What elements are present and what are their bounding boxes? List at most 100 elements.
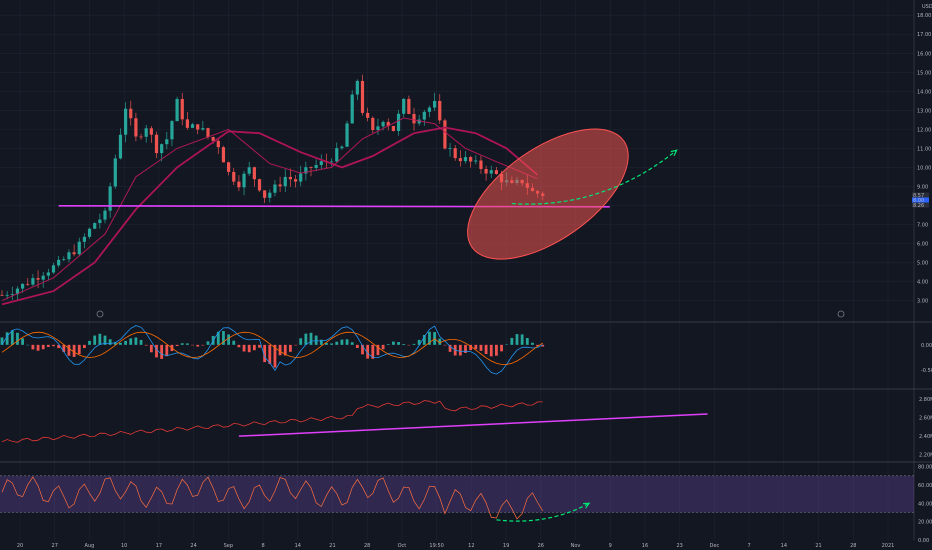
candle-body[interactable] — [57, 259, 61, 266]
candle-body[interactable] — [26, 283, 30, 285]
candle-body[interactable] — [355, 80, 359, 95]
candle-body[interactable] — [335, 148, 339, 162]
candle-body[interactable] — [438, 100, 442, 121]
candle-body[interactable] — [134, 118, 138, 137]
candle-body[interactable] — [149, 128, 153, 135]
candle-body[interactable] — [160, 144, 164, 154]
candle-body[interactable] — [453, 148, 457, 159]
candle-body[interactable] — [242, 173, 246, 188]
candle-body[interactable] — [221, 147, 226, 163]
highlight-ellipse[interactable] — [446, 103, 650, 284]
candle-body[interactable] — [417, 119, 421, 124]
candle-body[interactable] — [21, 283, 25, 289]
candle-body[interactable] — [304, 167, 308, 174]
candle-body[interactable] — [247, 167, 251, 174]
candle-body[interactable] — [489, 170, 493, 174]
candle-body[interactable] — [165, 139, 169, 145]
y-axis[interactable]: 3.00 4.00 5.00 6.00 7.00 8.00 9.00 10.00 11.00 12… — [912, 4, 932, 544]
candle-body[interactable] — [72, 252, 76, 255]
candle-body[interactable] — [360, 80, 365, 113]
candle-body[interactable] — [407, 98, 411, 114]
candle-body[interactable] — [422, 111, 426, 120]
candle-body[interactable] — [118, 134, 123, 159]
candle-body[interactable] — [154, 134, 159, 154]
candle-body[interactable] — [98, 219, 102, 224]
candle-body[interactable] — [273, 184, 277, 193]
candle-body[interactable] — [381, 121, 385, 127]
candle-body[interactable] — [144, 128, 148, 137]
candle-body[interactable] — [36, 278, 40, 280]
candle-body[interactable] — [371, 117, 375, 131]
event-marker-1[interactable] — [96, 310, 104, 318]
candle-body[interactable] — [129, 108, 133, 119]
candle-body[interactable] — [402, 98, 406, 114]
candle-body[interactable] — [474, 160, 478, 162]
candle-body[interactable] — [252, 167, 256, 180]
candle-body[interactable] — [443, 120, 447, 149]
candle-body[interactable] — [376, 126, 380, 131]
candle-body[interactable] — [386, 121, 390, 127]
candle-body[interactable] — [314, 164, 318, 168]
candle-body[interactable] — [484, 168, 488, 174]
candle-body[interactable] — [201, 128, 205, 130]
obv-line[interactable] — [1, 400, 543, 443]
ma-slow-line[interactable] — [1, 126, 539, 306]
ma-fast-line[interactable] — [1, 117, 538, 302]
candle-body[interactable] — [330, 161, 334, 163]
candle-body[interactable] — [433, 100, 437, 108]
obv-trend-line[interactable] — [238, 413, 708, 437]
candle-body[interactable] — [345, 123, 349, 147]
candle-body[interactable] — [263, 190, 267, 198]
candle-body[interactable] — [82, 236, 86, 242]
candle-body[interactable] — [10, 294, 14, 295]
price-arrow[interactable] — [511, 149, 678, 205]
candle-body[interactable] — [257, 179, 262, 191]
candle-body[interactable] — [458, 158, 462, 162]
candle-body[interactable] — [494, 170, 498, 174]
candle-body[interactable] — [350, 94, 354, 124]
candle-body[interactable] — [216, 140, 220, 148]
rsi-line[interactable] — [1, 476, 544, 520]
candle-body[interactable] — [180, 98, 184, 120]
signal-line[interactable] — [1, 331, 544, 365]
candle-body[interactable] — [469, 157, 473, 162]
candle-body[interactable] — [391, 126, 395, 131]
candle-body[interactable] — [77, 241, 81, 255]
candle-body[interactable] — [479, 160, 483, 169]
candle-body[interactable] — [278, 184, 282, 187]
candle-body[interactable] — [412, 113, 416, 124]
candle-body[interactable] — [87, 228, 92, 237]
candle-body[interactable] — [41, 275, 45, 280]
candle-body[interactable] — [103, 210, 107, 220]
candle-body[interactable] — [108, 186, 112, 211]
candle-body[interactable] — [366, 112, 370, 118]
candle-body[interactable] — [175, 98, 179, 122]
candle-body[interactable] — [448, 148, 452, 149]
candle-body[interactable] — [93, 223, 97, 229]
candle-body[interactable] — [62, 259, 66, 261]
candle-body[interactable] — [232, 171, 236, 182]
candle-body[interactable] — [283, 176, 287, 187]
candle-body[interactable] — [185, 119, 189, 128]
event-marker-2[interactable] — [837, 310, 845, 318]
x-axis[interactable]: 20 27 Aug 10 17 24 Sep 8 14 21 28 Oct 19:50 12 19 26 Nov… — [17, 543, 895, 549]
candle-body[interactable] — [227, 162, 231, 172]
candle-body[interactable] — [124, 108, 128, 135]
candle-body[interactable] — [268, 192, 272, 198]
candle-body[interactable] — [288, 176, 292, 180]
candle-body[interactable] — [463, 157, 468, 162]
candle-body[interactable] — [51, 265, 56, 273]
macd-line[interactable] — [1, 325, 543, 375]
candle-body[interactable] — [206, 128, 210, 138]
candle-body[interactable] — [190, 124, 195, 128]
rsi-panel[interactable] — [0, 475, 914, 522]
candle-body[interactable] — [5, 294, 9, 296]
candle-body[interactable] — [46, 272, 50, 276]
candle-body[interactable] — [15, 288, 20, 295]
candle-body[interactable] — [237, 181, 241, 188]
candle-body[interactable] — [139, 136, 143, 138]
macd-histogram[interactable] — [0, 330, 545, 368]
candle-body[interactable] — [427, 107, 432, 112]
candle-body[interactable] — [0, 294, 4, 296]
candle-body[interactable] — [170, 121, 174, 140]
